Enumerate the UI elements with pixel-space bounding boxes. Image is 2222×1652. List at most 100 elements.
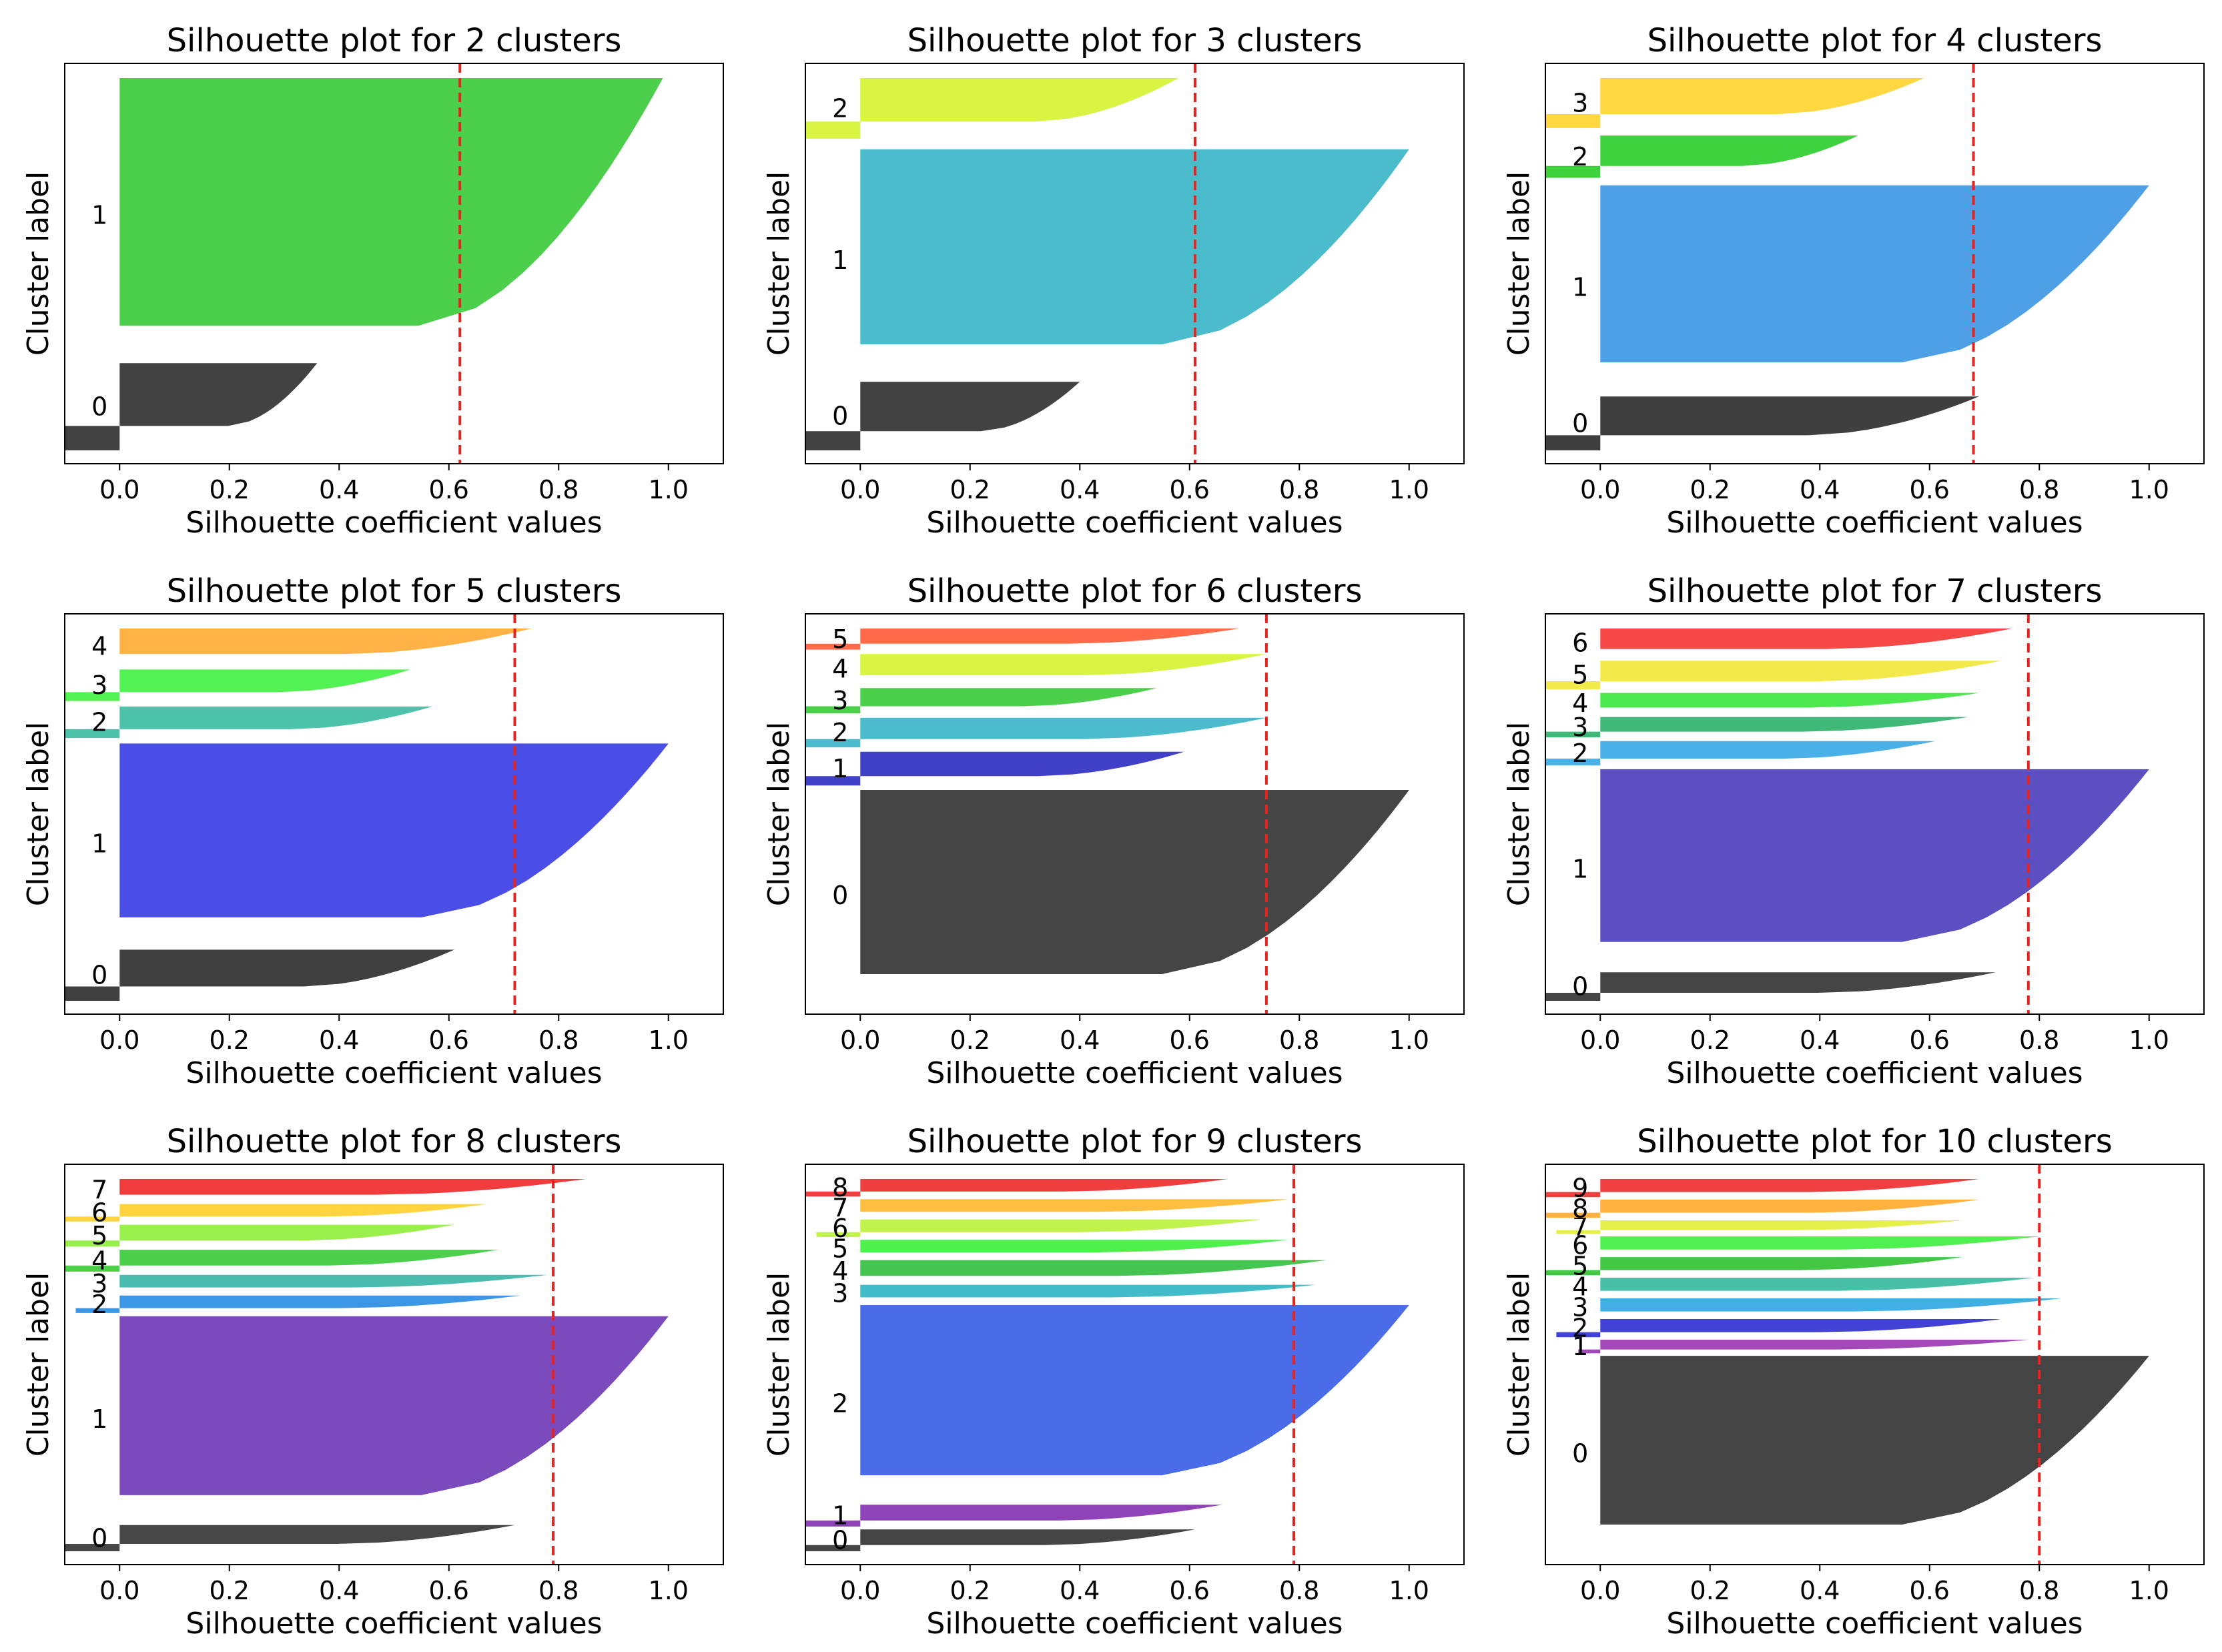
cluster-0-silhouette <box>1545 396 1979 450</box>
cluster-label-5: 5 <box>1572 1252 1588 1281</box>
x-axis-label: Silhouette coefficient values <box>926 1056 1343 1090</box>
cluster-label-9: 9 <box>1572 1174 1588 1203</box>
cluster-1-silhouette <box>1600 185 2149 390</box>
chart-title: Silhouette plot for 6 clusters <box>907 572 1363 610</box>
cluster-label-4: 4 <box>1572 689 1588 718</box>
cluster-label-5: 5 <box>832 625 848 654</box>
cluster-label-1: 1 <box>1572 272 1588 302</box>
chart-title: Silhouette plot for 10 clusters <box>1637 1123 2112 1160</box>
cluster-0-silhouette <box>65 1525 515 1551</box>
x-tick-label: 0.8 <box>1279 475 1319 504</box>
x-tick-label: 0.6 <box>1170 475 1210 504</box>
x-tick-label: 0.2 <box>950 475 990 504</box>
cluster-1-silhouette <box>119 1316 669 1522</box>
cluster-label-0: 0 <box>91 1523 107 1553</box>
x-axis-label: Silhouette coefficient values <box>926 506 1343 540</box>
chart-title: Silhouette plot for 8 clusters <box>167 1123 622 1160</box>
chart-title: Silhouette plot for 2 clusters <box>167 22 622 59</box>
x-tick-label: 0.2 <box>210 475 250 504</box>
cluster-label-6: 6 <box>91 1198 107 1228</box>
y-axis-label: Cluster label <box>762 171 796 356</box>
cluster-label-7: 7 <box>91 1175 107 1204</box>
x-tick-label: 0.2 <box>210 1576 250 1605</box>
cluster-2-silhouette <box>860 1305 1409 1503</box>
silhouette-subplot-6: Silhouette plot for 6 clusters 0 1 2 3 45 0.0 0… <box>762 572 1465 1090</box>
cluster-2-silhouette <box>1545 741 1935 766</box>
x-tick-label: 0.2 <box>950 1576 990 1605</box>
cluster-label-4: 4 <box>91 632 107 661</box>
plot-frame <box>1545 1164 2205 1565</box>
cluster-label-3: 3 <box>832 1279 848 1308</box>
cluster-label-2: 2 <box>832 93 848 123</box>
x-tick-label: 0.8 <box>2019 475 2059 504</box>
chart-title: Silhouette plot for 7 clusters <box>1647 572 2103 610</box>
cluster-1-silhouette <box>119 743 669 944</box>
cluster-1-silhouette <box>1578 1339 2028 1354</box>
cluster-4-silhouette <box>65 1250 498 1272</box>
cluster-6-silhouette <box>816 1219 1261 1237</box>
cluster-0-silhouette <box>65 363 318 450</box>
x-tick-label: 0.2 <box>1690 1576 1730 1605</box>
x-tick-label: 1.0 <box>1389 475 1429 504</box>
x-tick-label: 0.4 <box>1800 1025 1840 1055</box>
cluster-0-silhouette <box>805 382 1080 450</box>
x-tick-label: 1.0 <box>649 475 689 504</box>
cluster-label-0: 0 <box>91 961 107 990</box>
cluster-label-1: 1 <box>91 829 107 859</box>
chart-title: Silhouette plot for 5 clusters <box>167 572 622 610</box>
cluster-label-1: 1 <box>91 1404 107 1434</box>
y-axis-label: Cluster label <box>21 171 55 356</box>
x-tick-label: 0.8 <box>1279 1025 1319 1055</box>
x-tick-label: 0.0 <box>840 1025 880 1055</box>
plot-frame <box>805 63 1465 464</box>
cluster-label-7: 7 <box>832 1194 848 1223</box>
silhouette-subplot-3: Silhouette plot for 3 clusters 0 1 2 0.0 0.2 0… <box>762 22 1465 540</box>
cluster-5-silhouette <box>1545 661 2001 689</box>
x-tick-label: 0.4 <box>319 475 359 504</box>
cluster-6-silhouette <box>1600 629 2012 657</box>
silhouette-subplot-4: Silhouette plot for 4 clusters 0 1 2 3 0.0 0.2… <box>1502 22 2205 540</box>
cluster-label-4: 4 <box>1572 1272 1588 1302</box>
cluster-0-silhouette <box>1600 1356 2149 1551</box>
cluster-label-1: 1 <box>832 754 848 783</box>
cluster-3-silhouette <box>119 1274 548 1292</box>
cluster-1-silhouette <box>119 78 663 353</box>
x-tick-label: 1.0 <box>1389 1576 1429 1605</box>
cluster-4-silhouette <box>1600 693 1979 713</box>
x-tick-label: 0.4 <box>1060 475 1100 504</box>
cluster-label-3: 3 <box>1572 88 1588 117</box>
cluster-label-3: 3 <box>91 1269 107 1298</box>
cluster-label-5: 5 <box>91 1221 107 1250</box>
y-axis-label: Cluster label <box>762 722 796 907</box>
cluster-0-silhouette <box>860 790 1409 1001</box>
cluster-3-silhouette <box>65 669 411 701</box>
x-tick-label: 0.6 <box>1170 1576 1210 1605</box>
cluster-1-silhouette <box>805 751 1184 786</box>
x-tick-label: 0.6 <box>1910 475 1950 504</box>
cluster-0-silhouette <box>65 949 454 1001</box>
x-axis-label: Silhouette coefficient values <box>186 506 602 540</box>
cluster-2-silhouette <box>1545 135 1858 178</box>
x-axis-label: Silhouette coefficient values <box>926 1607 1343 1641</box>
x-axis-label: Silhouette coefficient values <box>186 1056 602 1090</box>
cluster-label-2: 2 <box>832 718 848 747</box>
cluster-label-0: 0 <box>91 392 107 422</box>
cluster-8-silhouette <box>805 1179 1228 1197</box>
x-tick-label: 0.0 <box>99 1576 139 1605</box>
cluster-6-silhouette <box>65 1204 488 1222</box>
cluster-label-2: 2 <box>91 1290 107 1319</box>
cluster-label-0: 0 <box>1572 972 1588 1001</box>
cluster-label-1: 1 <box>1572 854 1588 883</box>
x-tick-label: 0.8 <box>1279 1576 1319 1605</box>
x-tick-label: 0.8 <box>538 1025 579 1055</box>
cluster-label-1: 1 <box>91 201 107 230</box>
cluster-4-silhouette <box>119 629 532 664</box>
x-tick-label: 1.0 <box>2129 475 2169 504</box>
cluster-7-silhouette <box>860 1199 1288 1217</box>
cluster-5-silhouette <box>65 1224 454 1247</box>
cluster-0-silhouette <box>805 1529 1195 1551</box>
x-tick-label: 0.4 <box>1060 1576 1100 1605</box>
